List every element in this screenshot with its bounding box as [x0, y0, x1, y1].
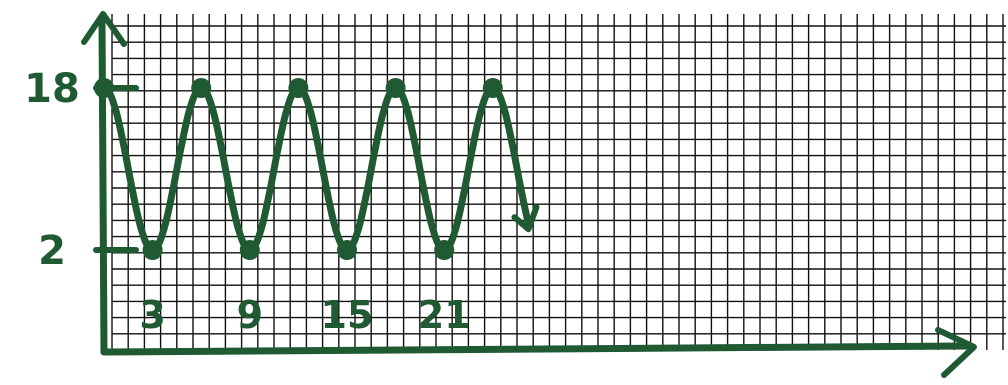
data-point — [94, 78, 114, 98]
curve-continuation-arrow — [511, 204, 540, 233]
x-tick-label: 3 — [139, 293, 165, 337]
graph-paper-grid — [111, 14, 1006, 350]
x-tick-label: 21 — [418, 293, 471, 337]
data-point — [191, 78, 212, 98]
data-point — [482, 78, 503, 98]
data-point — [385, 78, 406, 98]
y-tick-label: 2 — [38, 228, 66, 274]
axes — [81, 11, 977, 378]
x-tick-label: 15 — [321, 293, 374, 337]
data-point — [142, 240, 163, 260]
y-axis-arrowhead — [81, 11, 127, 47]
data-point — [239, 240, 260, 260]
data-point — [434, 240, 455, 260]
series-line — [100, 84, 532, 254]
data-point — [288, 78, 309, 98]
data-point — [337, 240, 357, 260]
y-tick-label: 18 — [24, 66, 80, 112]
tick-labels: 3 9 15 21 18 2 — [24, 66, 470, 337]
x-axis — [100, 342, 974, 356]
y-axis — [98, 18, 108, 356]
x-tick-label: 9 — [237, 293, 263, 337]
curve-layer — [100, 84, 540, 254]
data-points — [94, 78, 503, 260]
x-axis-arrowhead — [935, 327, 977, 378]
